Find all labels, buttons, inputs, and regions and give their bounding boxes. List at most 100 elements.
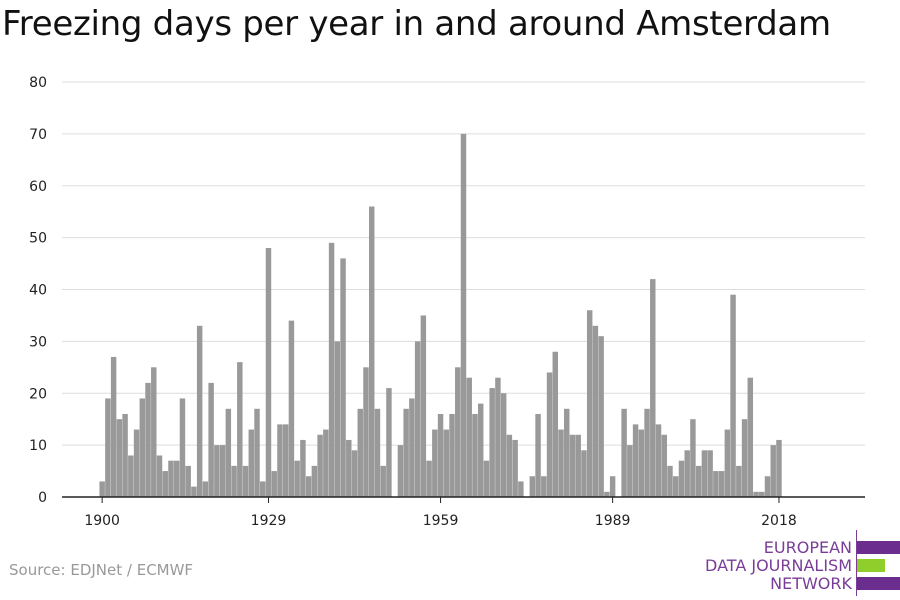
bar-1994: [638, 429, 645, 497]
bar-1962: [455, 367, 461, 497]
bar-1964: [466, 377, 472, 497]
bar-1995: [644, 408, 650, 497]
bar-2007: [713, 471, 719, 497]
bar-1977: [541, 476, 547, 497]
bar-1939: [323, 429, 329, 497]
bar-1966: [477, 403, 484, 498]
bar-1988: [604, 491, 610, 497]
bar-1958: [432, 429, 438, 497]
bar-2004: [695, 465, 702, 498]
bar-1983: [575, 434, 581, 497]
bar-2011: [736, 465, 742, 498]
bar-1976: [535, 414, 541, 497]
bar-2014: [753, 491, 759, 497]
bar-1940: [328, 242, 335, 497]
bar-1982: [569, 434, 576, 497]
bar-1926: [248, 429, 254, 497]
bar-1947: [369, 206, 375, 497]
bar-1950: [386, 388, 392, 497]
logo-bar-middle: [857, 559, 885, 572]
bar-1978: [546, 372, 553, 497]
bar-1992: [627, 445, 633, 498]
bar-1944: [351, 450, 358, 497]
bar-1968: [489, 388, 495, 497]
bar-1936: [305, 476, 312, 497]
bar-1900: [99, 481, 105, 497]
bar-1901: [105, 398, 111, 497]
bar-2002: [684, 450, 690, 497]
bar-2001: [678, 460, 685, 497]
x-axis: 1900 1929 1959 1989 2018: [62, 496, 865, 529]
bar-1929: [265, 248, 272, 497]
bar-1922: [225, 408, 232, 497]
bar-1997: [655, 424, 662, 498]
bar-2005: [701, 450, 708, 497]
bar-1953: [403, 408, 409, 497]
bar-1993: [632, 424, 639, 498]
y-tick-label: 80: [29, 75, 47, 91]
x-tick-label: 2018: [761, 513, 797, 529]
bar-1996: [650, 279, 656, 498]
x-tick-label: 1929: [251, 513, 287, 529]
bar-1908: [145, 382, 151, 498]
bar-1984: [581, 450, 587, 497]
bar-1949: [380, 465, 386, 498]
y-axis-labels: 0 10 20 30 40 50 60 70 80: [29, 75, 47, 506]
bar-1957: [426, 460, 432, 497]
bar-1907: [139, 398, 146, 497]
bar-1955: [414, 341, 421, 498]
bar-1920: [214, 445, 220, 498]
y-tick-label: 0: [38, 490, 47, 506]
bar-2000: [673, 476, 679, 497]
bar-1903: [116, 419, 123, 497]
bar-1921: [219, 445, 226, 498]
logo-line-data-journalism: DATA JOURNALISM: [705, 556, 852, 575]
bar-1915: [185, 465, 191, 498]
bar-1963: [460, 133, 467, 498]
bar-2017: [770, 445, 776, 498]
bar-1928: [260, 481, 266, 497]
bar-1919: [208, 382, 214, 498]
bar-2009: [724, 429, 731, 497]
bar-1956: [420, 315, 427, 497]
bar-1911: [162, 471, 168, 497]
bar-1931: [277, 424, 283, 498]
bar-1961: [449, 414, 455, 497]
bar-1981: [564, 408, 570, 497]
bar-2008: [718, 471, 725, 497]
x-tick-label: 1900: [84, 513, 120, 529]
y-tick-label: 60: [29, 179, 47, 195]
bar-1906: [133, 429, 140, 497]
bar-2012: [741, 419, 748, 497]
y-tick-label: 10: [29, 438, 47, 454]
bar-1979: [552, 351, 558, 497]
bar-2003: [690, 419, 696, 497]
bar-1935: [300, 439, 306, 497]
bar-2015: [759, 491, 765, 497]
edjnet-logo: EUROPEAN DATA JOURNALISM NETWORK: [700, 530, 900, 596]
bar-1923: [231, 465, 237, 498]
y-tick-label: 30: [29, 334, 47, 350]
bar-1967: [483, 460, 490, 497]
bar-1954: [409, 398, 415, 497]
bar-1989: [609, 476, 616, 497]
bar-1965: [472, 414, 478, 497]
bar-1934: [294, 460, 300, 497]
bar-1916: [191, 486, 197, 498]
bar-1942: [340, 258, 346, 498]
bar-1987: [598, 336, 604, 497]
bar-1937: [311, 465, 318, 498]
bar-1945: [357, 408, 363, 497]
bar-1917: [196, 325, 203, 497]
bar-1938: [317, 434, 323, 497]
logo-line-european: EUROPEAN: [763, 538, 852, 557]
bar-1970: [500, 393, 507, 497]
bar-1960: [443, 429, 450, 497]
bar-1932: [282, 424, 289, 498]
logo-divider: [856, 530, 857, 596]
bar-1991: [621, 408, 627, 497]
bar-1998: [661, 434, 667, 497]
bar-1948: [374, 408, 381, 497]
logo-bar-bottom: [857, 577, 900, 590]
